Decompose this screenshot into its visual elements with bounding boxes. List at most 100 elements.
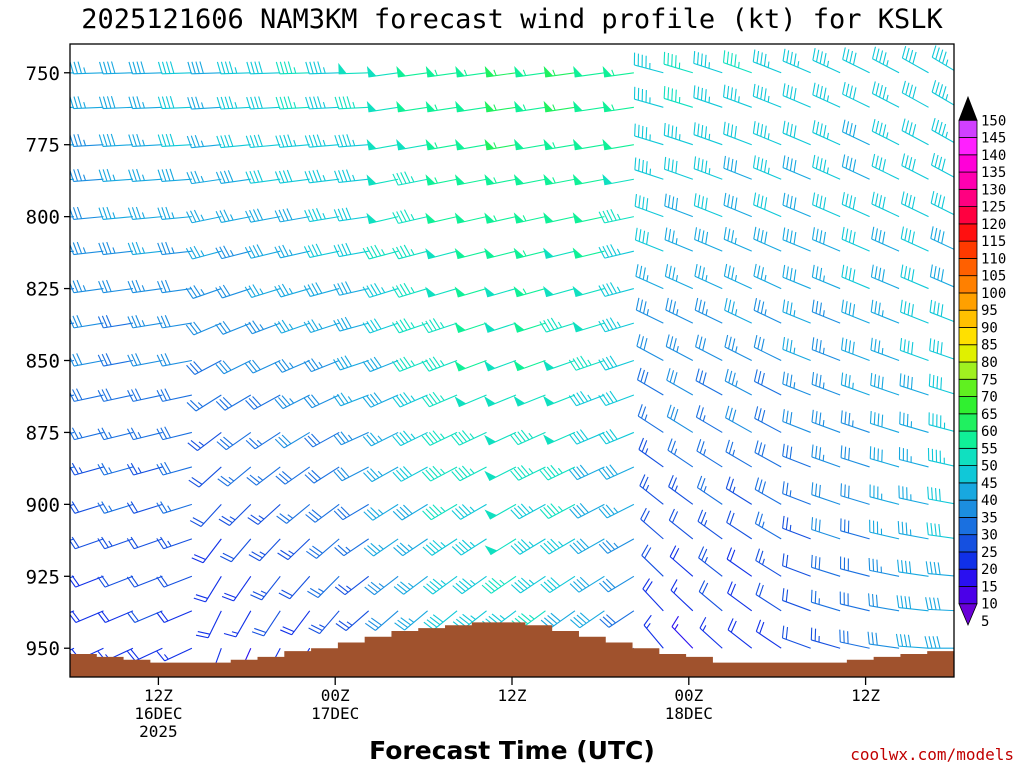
wind-barb (426, 101, 457, 112)
wind-barb (871, 265, 899, 289)
wind-barb (275, 432, 309, 447)
y-tick-label: 825 (26, 279, 60, 301)
colorbar-cell (959, 431, 977, 448)
wind-barb (514, 286, 546, 297)
wind-barb (158, 134, 192, 146)
wind-barb (455, 174, 487, 185)
wind-barb (514, 395, 546, 406)
wind-barb (664, 157, 692, 179)
wind-barb (425, 213, 457, 224)
wind-barb (452, 504, 487, 519)
wind-barb (870, 520, 899, 539)
wind-barb (872, 119, 899, 145)
wind-barb (511, 576, 545, 593)
wind-barb (694, 122, 722, 144)
wind-barb (128, 207, 162, 219)
wind-barb (841, 556, 870, 576)
wind-barb (669, 509, 692, 539)
wind-barb (573, 139, 604, 150)
wind-barb (129, 96, 162, 108)
wind-barb (570, 539, 605, 554)
wind-barb (309, 611, 340, 634)
wind-barb (279, 576, 310, 598)
colorbar-cell (959, 172, 977, 189)
wind-barb (187, 361, 222, 375)
wind-barb (696, 369, 722, 395)
wind-barb (250, 576, 280, 600)
wind-barb (396, 66, 427, 77)
wind-barb (901, 227, 928, 252)
y-tick-label: 925 (26, 566, 60, 588)
colorbar-cell (959, 310, 977, 327)
colorbar-cell (959, 586, 977, 603)
y-tick-label: 775 (26, 135, 60, 157)
wind-barb (455, 66, 486, 77)
wind-barb (754, 155, 782, 179)
wind-barb (41, 96, 74, 108)
wind-barb (700, 617, 722, 648)
wind-barb (187, 395, 221, 411)
wind-barb (925, 636, 958, 648)
wind-barb (484, 174, 516, 185)
colorbar-label: 130 (981, 182, 1006, 198)
wind-barb (635, 157, 663, 179)
wind-barb (783, 193, 811, 217)
wind-barb (334, 243, 369, 256)
wind-barb (695, 227, 723, 251)
wind-barb (363, 467, 398, 482)
wind-barb (484, 248, 516, 259)
wind-barb (639, 438, 663, 467)
wind-barb (514, 360, 546, 370)
wind-barb (482, 576, 516, 593)
x-tick-year: 2025 (139, 722, 178, 741)
wind-barb (393, 245, 428, 259)
wind-barb (426, 174, 458, 185)
wind-barb (755, 478, 781, 505)
colorbar: 5101520253035404550556065707580859095100… (959, 97, 1006, 630)
wind-barb (455, 213, 487, 224)
wind-barb (602, 139, 633, 150)
credit-link[interactable]: coolwx.com/models (850, 745, 1014, 764)
wind-barb (541, 576, 575, 592)
wind-barb (755, 512, 781, 539)
wind-barb (635, 194, 663, 217)
wind-barb (157, 576, 192, 588)
wind-barb (569, 391, 604, 405)
wind-barb (872, 154, 899, 179)
wind-barb (599, 504, 634, 517)
wind-barb (570, 576, 604, 592)
wind-barb (334, 432, 369, 445)
wind-barb (669, 475, 693, 504)
wind-barb (671, 579, 693, 610)
wind-barb (754, 298, 781, 323)
colorbar-cell (959, 207, 977, 224)
colorbar-cell (959, 500, 977, 517)
wind-barb (871, 338, 899, 361)
wind-barb (753, 121, 781, 145)
colorbar-cell (959, 276, 977, 293)
wind-barb (599, 391, 634, 405)
wind-barb (570, 503, 605, 518)
colorbar-label: 120 (981, 217, 1006, 233)
colorbar-cell (959, 535, 977, 552)
wind-barb (217, 432, 251, 449)
wind-barb (39, 611, 74, 623)
wind-barb (544, 139, 575, 150)
wind-barb (896, 634, 928, 648)
wind-barb (393, 504, 427, 520)
wind-barb (726, 477, 751, 505)
colorbar-cell (959, 414, 977, 431)
x-tick-label: 12Z (851, 686, 880, 705)
wind-barb (540, 318, 575, 332)
wind-barb (484, 432, 516, 444)
wind-barb (635, 228, 663, 251)
wind-barb (754, 335, 781, 360)
colorbar-cell (959, 517, 977, 534)
wind-barb (158, 280, 192, 293)
x-tick-label: 00Z (321, 686, 350, 705)
wind-barb (305, 432, 340, 447)
wind-barb (926, 597, 958, 611)
wind-barb (484, 504, 516, 519)
wind-barb (665, 228, 693, 252)
wind-barb (219, 504, 251, 525)
